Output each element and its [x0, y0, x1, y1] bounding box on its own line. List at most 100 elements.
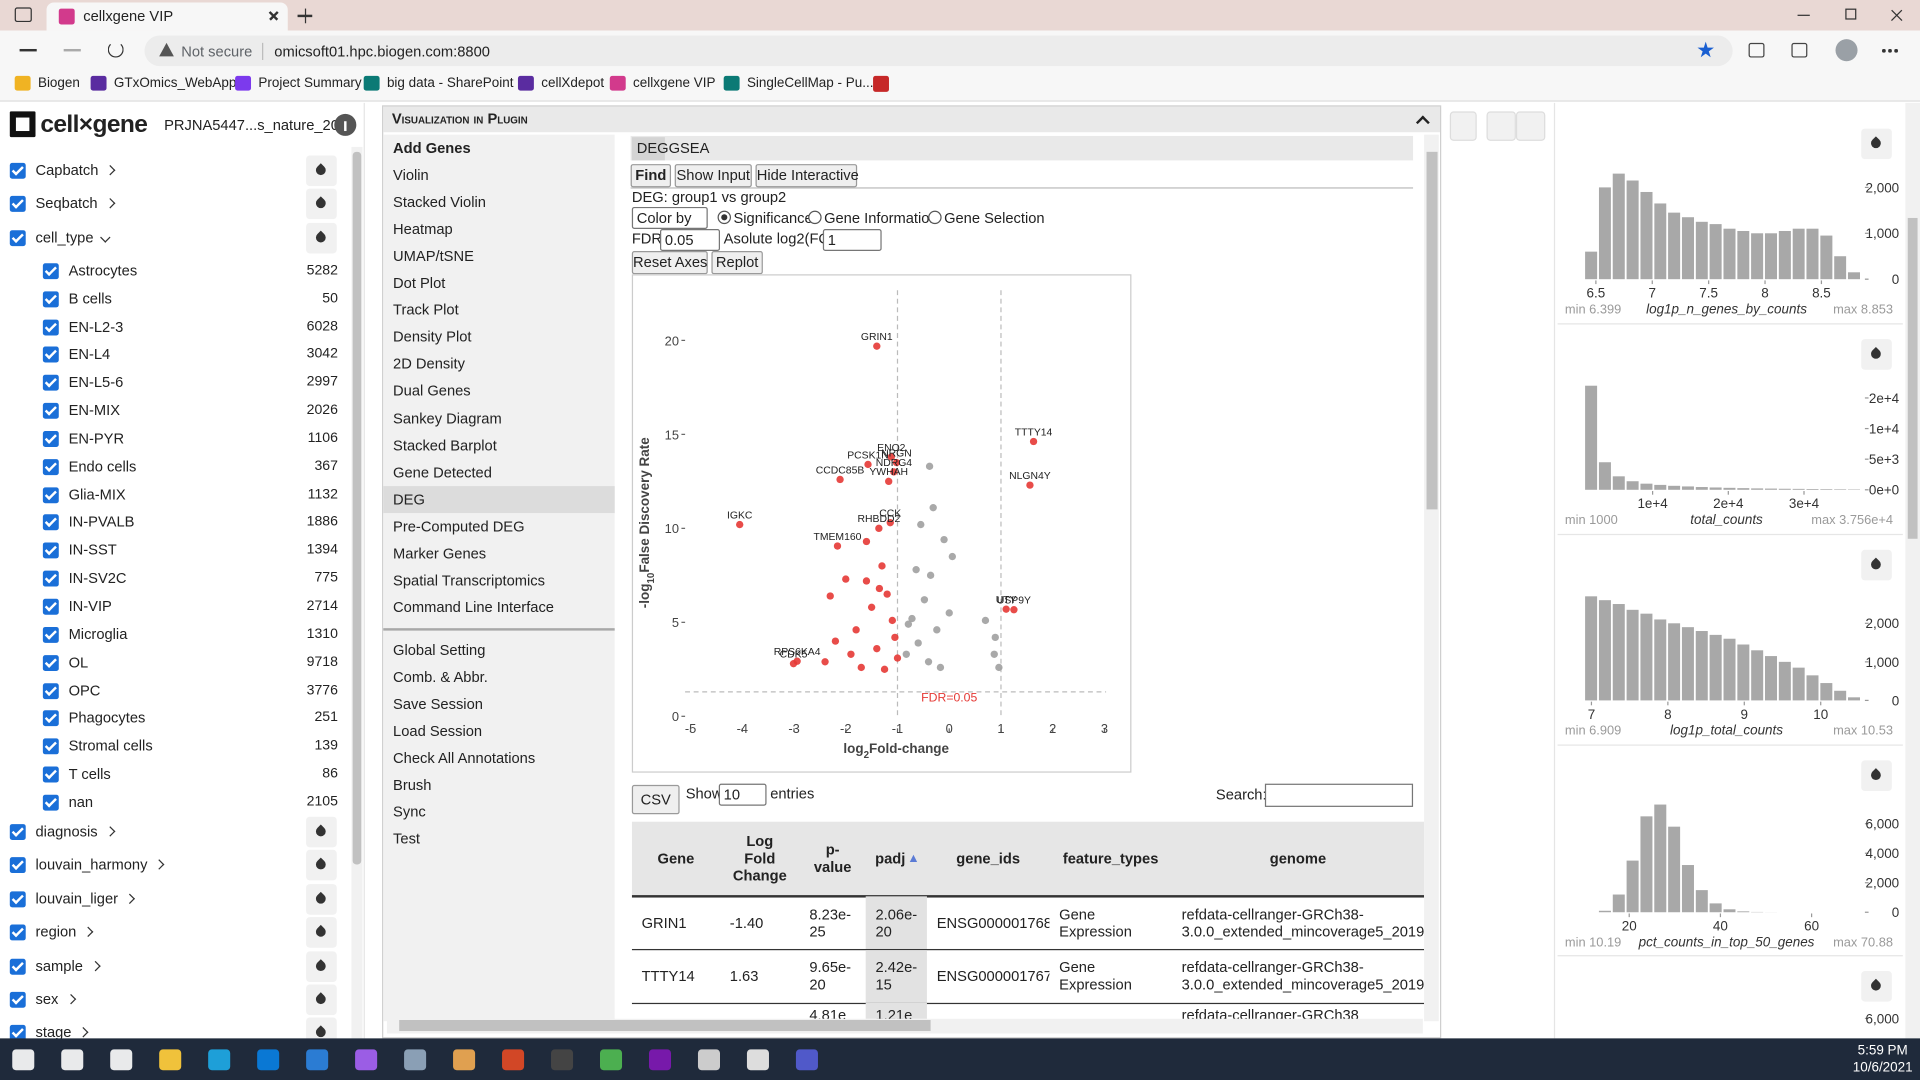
menu-item[interactable]: Comb. & Abbr. [393, 668, 488, 686]
menu-item[interactable]: Violin [393, 166, 429, 184]
radio[interactable] [928, 210, 942, 225]
minimize[interactable] [1797, 14, 1810, 16]
value-label[interactable]: Microglia [68, 625, 128, 643]
value-label[interactable]: IN-PVALB [68, 513, 135, 531]
value-label[interactable]: Endo cells [68, 457, 137, 475]
sort-arrow[interactable] [910, 854, 918, 863]
bookmark-icon[interactable] [609, 75, 626, 91]
value-label[interactable]: EN-L5-6 [68, 373, 124, 391]
color-by-button[interactable] [306, 883, 337, 915]
bookmark[interactable]: cellxgene VIP [633, 75, 716, 91]
button[interactable]: Reset Axes [631, 251, 708, 275]
menu-item[interactable]: Sync [393, 803, 426, 821]
expand-chevron[interactable] [78, 1027, 89, 1038]
category-label[interactable]: diagnosis [35, 822, 98, 840]
value-label[interactable]: Stromal cells [68, 737, 153, 755]
menu-item[interactable]: Sankey Diagram [393, 409, 502, 427]
bookmark[interactable]: Project Summary [258, 75, 362, 91]
address-bar[interactable]: Not secure omicsoft01.hpc.biogen.com:8800 [144, 35, 1733, 67]
category-name[interactable]: louvain_liger [35, 889, 136, 909]
value-label[interactable]: Phagocytes [68, 709, 146, 727]
color-by-button[interactable] [1861, 128, 1892, 160]
menu-item[interactable]: Gene Detected [393, 463, 492, 481]
menu-item[interactable]: Spatial Transcriptomics [393, 571, 545, 589]
csv-button[interactable]: CSV [631, 784, 680, 815]
menu-item[interactable]: Test [393, 830, 421, 848]
menu-item[interactable]: Global Setting [393, 641, 486, 659]
menu-item[interactable]: Dot Plot [393, 274, 446, 292]
expand-chevron[interactable] [89, 960, 101, 971]
browser-tab[interactable]: cellxgene VIP [46, 2, 288, 31]
color-by-button[interactable] [306, 222, 337, 254]
value-checkbox[interactable] [42, 263, 59, 279]
taskbar-icon[interactable] [306, 1049, 329, 1071]
bookmark[interactable]: SingleCellMap - Pu... [746, 75, 874, 91]
category-label[interactable]: louvain_liger [35, 889, 119, 908]
search-input[interactable] [1264, 783, 1414, 807]
category-label[interactable]: Capbatch [35, 161, 99, 179]
expand-chevron[interactable] [104, 826, 116, 837]
taskbar-icon[interactable] [12, 1049, 35, 1071]
menu-dot[interactable] [1894, 48, 1898, 53]
profile-avatar[interactable] [1835, 39, 1858, 62]
menu-item[interactable]: Heatmap [393, 220, 453, 238]
category-checkbox[interactable] [9, 162, 26, 179]
reload-button[interactable] [107, 41, 124, 58]
expand-chevron[interactable] [104, 198, 116, 209]
menu-item[interactable]: Dual Genes [393, 382, 471, 400]
bookmark[interactable]: cellXdepot [541, 75, 605, 91]
taskbar-icon[interactable] [355, 1049, 378, 1071]
column-title[interactable]: Gene [657, 849, 695, 867]
column-header[interactable]: Log Fold Change [720, 822, 800, 895]
color-by-button[interactable] [306, 917, 337, 948]
tab-active[interactable] [631, 137, 665, 161]
category-name[interactable]: diagnosis [35, 822, 116, 842]
column-header[interactable]: padj [866, 822, 927, 895]
value-checkbox[interactable] [42, 794, 59, 811]
color-by-button[interactable] [1861, 760, 1892, 792]
column-title[interactable]: genome [1269, 849, 1327, 867]
bookmark[interactable]: Biogen [37, 75, 80, 91]
color-by-button[interactable] [306, 155, 337, 187]
back-button[interactable] [19, 48, 37, 51]
taskbar-icon[interactable] [795, 1049, 818, 1071]
color-by-button[interactable] [306, 189, 337, 220]
value-checkbox[interactable] [42, 430, 59, 447]
category-label[interactable]: region [35, 923, 77, 941]
column-title[interactable]: feature_types [1062, 849, 1159, 867]
value-label[interactable]: EN-L2-3 [68, 317, 124, 335]
radio-label[interactable]: Gene Information [824, 209, 938, 227]
value-checkbox[interactable] [42, 458, 59, 475]
color-by-button[interactable] [306, 816, 337, 848]
column-title[interactable]: gene_ids [956, 849, 1021, 867]
category-checkbox[interactable] [9, 824, 26, 840]
value-label[interactable]: IN-SV2C [68, 569, 127, 587]
taskbar-icon[interactable] [551, 1049, 574, 1071]
tool-button[interactable] [1486, 111, 1516, 141]
bookmark-icon[interactable] [517, 75, 534, 91]
expand-chevron[interactable] [125, 893, 136, 904]
value-checkbox[interactable] [42, 514, 59, 531]
column-title[interactable]: p-value [813, 841, 852, 876]
taskbar-icon[interactable] [600, 1049, 623, 1071]
value-checkbox[interactable] [42, 486, 59, 503]
taskbar-icon[interactable] [746, 1049, 769, 1071]
bookmark[interactable]: big data - SharePoint [386, 75, 514, 91]
button[interactable]: Hide Interactive [755, 164, 859, 188]
menu-item[interactable]: DEG [393, 490, 425, 508]
category-label[interactable]: sample [35, 957, 83, 975]
category-label[interactable]: Seqbatch [35, 195, 98, 213]
value-label[interactable]: OL [68, 653, 89, 671]
value-label[interactable]: IN-SST [68, 541, 117, 559]
color-by-button[interactable] [1861, 549, 1892, 581]
column-header[interactable]: genome [1172, 822, 1424, 895]
category-name[interactable]: sample [35, 956, 101, 976]
menu-item[interactable]: UMAP/tSNE [393, 247, 474, 265]
value-checkbox[interactable] [42, 318, 59, 335]
taskbar-icon[interactable] [257, 1049, 280, 1071]
expand-chevron[interactable] [65, 993, 76, 1005]
value-checkbox[interactable] [42, 374, 59, 391]
category-name[interactable]: region [35, 922, 94, 942]
category-checkbox[interactable] [9, 958, 26, 975]
category-label[interactable]: sex [35, 990, 59, 1008]
